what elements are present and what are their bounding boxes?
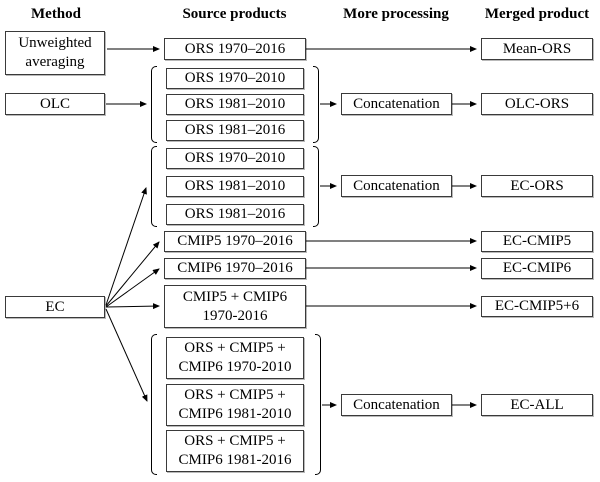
node-cmip5-cmip6-1970-2016: CMIP5 + CMIP6 1970-2016: [164, 285, 306, 328]
node-g1-ors-1981-2016: ORS 1981–2016: [166, 120, 304, 141]
node-g2-ors-1981-2010: ORS 1981–2010: [166, 176, 304, 197]
node-olc-ors: OLC-ORS: [481, 93, 593, 115]
node-ec-cmip6: EC-CMIP6: [481, 258, 593, 279]
node-ec-cmip5-6: EC-CMIP5+6: [481, 296, 593, 317]
arrow-ec-to-group3: [105, 308, 148, 402]
node-unweighted-averaging: Unweighted averaging: [5, 31, 105, 75]
bracket-left-group2: [151, 146, 157, 227]
node-ec-cmip5: EC-CMIP5: [481, 231, 593, 252]
node-g3-ors-cmip-1970-2010: ORS + CMIP5 + CMIP6 1970-2010: [166, 337, 304, 379]
bracket-left-group1: [151, 66, 157, 143]
node-ec-all: EC-ALL: [481, 394, 593, 416]
node-cmip6-1970-2016: CMIP6 1970–2016: [164, 258, 306, 279]
arrow-ec-to-group2: [105, 187, 147, 306]
node-ec-ors: EC-ORS: [481, 175, 593, 197]
column-header-more-processing: More processing: [343, 6, 449, 22]
arrow-ec-to-cmip5: [105, 241, 160, 307]
node-g3-ors-cmip-1981-2016: ORS + CMIP5 + CMIP6 1981-2016: [166, 430, 304, 472]
column-header-merged-product: Merged product: [484, 6, 590, 22]
bracket-right-group1: [313, 66, 319, 143]
node-ors-1970-2016: ORS 1970–2016: [164, 38, 306, 60]
node-g3-ors-cmip-1981-2010: ORS + CMIP5 + CMIP6 1981-2010: [166, 384, 304, 426]
arrow-ec-to-cmip6: [105, 268, 160, 308]
node-olc: OLC: [5, 93, 105, 115]
node-ec: EC: [5, 296, 105, 318]
node-concatenation-3: Concatenation: [341, 394, 452, 416]
bracket-right-group3: [315, 334, 321, 475]
node-g1-ors-1981-2010: ORS 1981–2010: [166, 94, 304, 115]
column-header-method: Method: [31, 6, 81, 22]
bracket-right-group2: [313, 146, 319, 227]
column-header-source-products: Source products: [182, 6, 287, 22]
node-concatenation-2: Concatenation: [341, 175, 452, 197]
node-concatenation-1: Concatenation: [341, 93, 452, 115]
node-cmip5-1970-2016: CMIP5 1970–2016: [164, 231, 306, 252]
bracket-left-group3: [151, 334, 157, 475]
node-mean-ors: Mean-ORS: [481, 38, 593, 60]
node-g2-ors-1981-2016: ORS 1981–2016: [166, 204, 304, 225]
node-g2-ors-1970-2010: ORS 1970–2010: [166, 148, 304, 169]
node-g1-ors-1970-2010: ORS 1970–2010: [166, 68, 304, 89]
arrow-ec-to-cmip5-cmip6: [105, 303, 160, 310]
